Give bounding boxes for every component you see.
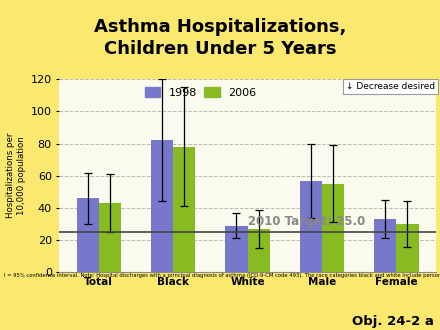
Bar <box>322 184 344 272</box>
Text: Asthma Hospitalizations,
Children Under 5 Years: Asthma Hospitalizations, Children Under … <box>94 17 346 58</box>
Legend: 1998, 2006: 1998, 2006 <box>140 83 261 103</box>
Text: I = 95% confidence interval. Note: Hospital discharges with a principal diagnosi: I = 95% confidence interval. Note: Hospi… <box>4 273 440 279</box>
Bar <box>77 198 99 272</box>
Bar <box>374 219 396 272</box>
Bar <box>151 140 173 272</box>
Bar <box>248 229 270 272</box>
Bar <box>173 147 195 272</box>
Text: Obj. 24-2 a: Obj. 24-2 a <box>352 315 433 328</box>
Bar <box>225 226 248 272</box>
Bar <box>396 224 418 272</box>
Y-axis label: Hospitalizations per
10,000 population: Hospitalizations per 10,000 population <box>6 133 26 218</box>
Text: 2010 Target: 25.0: 2010 Target: 25.0 <box>248 215 365 228</box>
Text: ↓ Decrease desired: ↓ Decrease desired <box>346 82 435 91</box>
Bar <box>300 181 322 272</box>
Bar <box>99 203 121 272</box>
